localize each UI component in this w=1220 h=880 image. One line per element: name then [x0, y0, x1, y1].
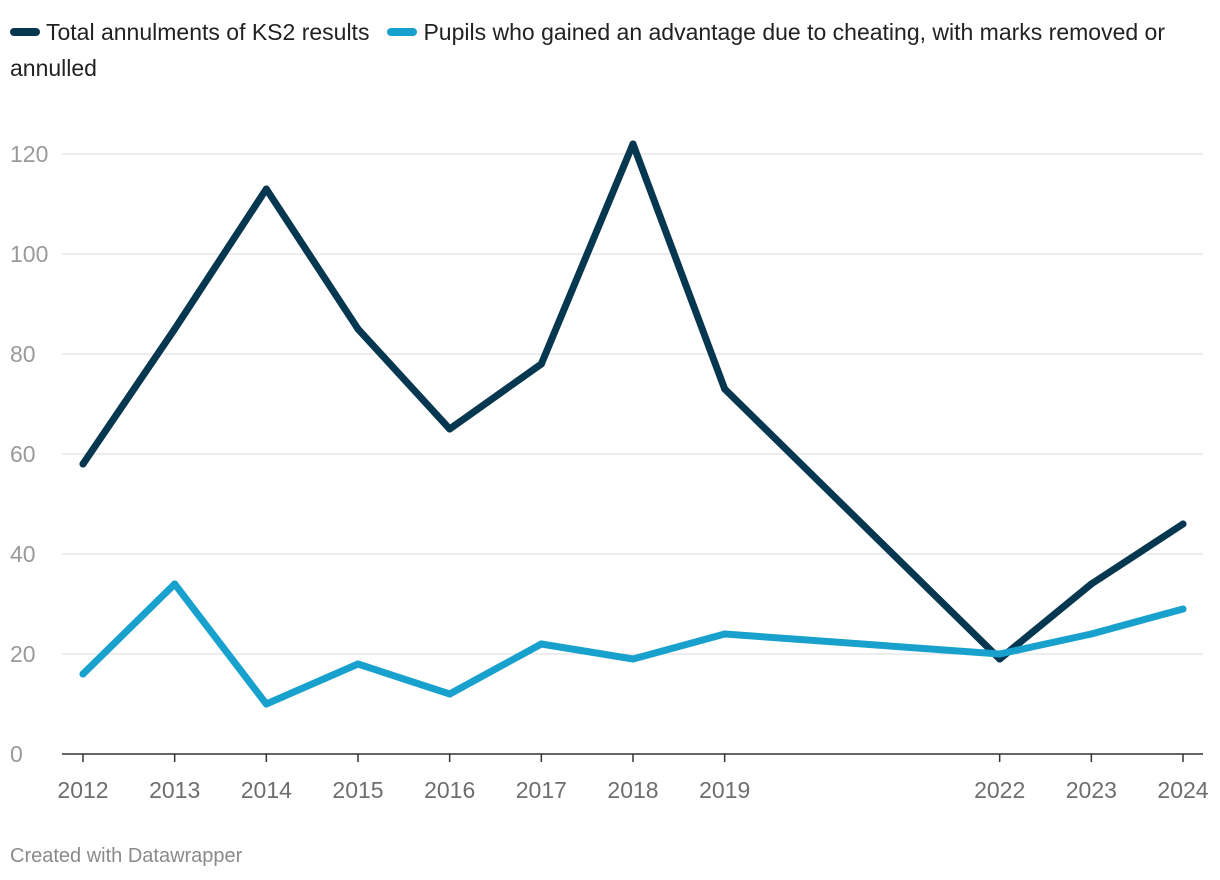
data-point-1-2012: [79, 460, 87, 468]
data-point-2-2022: [996, 650, 1004, 658]
x-tick-label-2024: 2024: [1157, 777, 1208, 803]
legend-entry-2: Pupils who gained an advantage due to ch…: [10, 19, 1165, 81]
y-tick-label-0: 0: [10, 741, 23, 767]
x-tick-label-2015: 2015: [332, 777, 383, 803]
x-axis: 2012 2013 2014 2015 2016 2017 2018 2019 2022 2023…: [57, 753, 1209, 803]
data-point-1-2023: [1087, 580, 1095, 588]
data-point-2-2013: [171, 580, 179, 588]
y-tick-label-60: 60: [10, 441, 36, 467]
y-tick-label-80: 80: [10, 341, 36, 367]
legend-entry-1: Total annulments of KS2 results: [10, 19, 369, 45]
data-point-1-2013: [171, 325, 179, 333]
data-point-2-2014: [262, 700, 270, 708]
series-line-1: [79, 140, 1187, 663]
data-point-2-2017: [537, 640, 545, 648]
data-point-1-2015: [354, 325, 362, 333]
x-tick-label-2019: 2019: [699, 777, 750, 803]
x-tick-label-2012: 2012: [57, 777, 108, 803]
data-point-2-2012: [79, 670, 87, 678]
y-tick-label-20: 20: [10, 641, 36, 667]
chart-legend: Total annulments of KS2 results Pupils wh…: [10, 14, 1205, 86]
data-point-2-2019: [721, 630, 729, 638]
x-tick-label-2017: 2017: [516, 777, 567, 803]
credit-text: Created with Datawrapper: [10, 845, 243, 867]
x-tick-label-2016: 2016: [424, 777, 475, 803]
data-point-1-2019: [721, 385, 729, 393]
data-point-1-2017: [537, 360, 545, 368]
legend-swatch-2: [387, 27, 418, 36]
x-tick-label-2013: 2013: [149, 777, 200, 803]
data-point-2-2024: [1179, 605, 1187, 613]
x-tick-label-2018: 2018: [607, 777, 658, 803]
x-tick-label-2022: 2022: [974, 777, 1025, 803]
legend-swatch-1: [10, 27, 40, 36]
y-tick-label-120: 120: [10, 141, 48, 167]
y-tick-label-40: 40: [10, 541, 36, 567]
x-tick-label-2023: 2023: [1066, 777, 1117, 803]
data-point-1-2018: [629, 140, 637, 148]
legend-label-1: Total annulments of KS2 results: [46, 19, 370, 45]
data-point-2-2015: [354, 660, 362, 668]
y-gridlines: [62, 153, 1203, 655]
legend-label-2: Pupils who gained an advantage due to ch…: [10, 19, 1166, 81]
data-point-1-2016: [446, 425, 454, 433]
data-point-2-2023: [1087, 630, 1095, 638]
y-tick-label-100: 100: [10, 241, 48, 267]
data-point-1-2014: [262, 185, 270, 193]
data-point-2-2018: [629, 655, 637, 663]
y-axis-tick-labels: 0 20 40 60 80 100 120: [10, 141, 48, 767]
x-tick-label-2014: 2014: [241, 777, 292, 803]
data-point-2-2016: [446, 690, 454, 698]
series-lines: [79, 140, 1187, 708]
data-point-1-2024: [1179, 520, 1187, 528]
